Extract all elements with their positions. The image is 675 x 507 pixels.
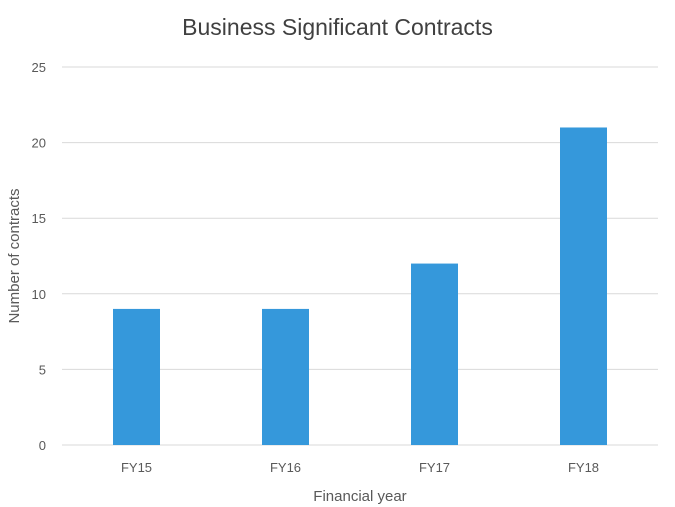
x-tick-label: FY17 [419,460,450,475]
y-axis-tick-labels: 0 5 10 15 20 25 [32,60,46,453]
chart-title: Business Significant Contracts [182,14,493,40]
y-tick-label: 15 [32,211,46,226]
x-axis-title: Financial year [313,488,406,505]
x-tick-label: FY18 [568,460,599,475]
y-tick-label: 25 [32,60,46,75]
bar-fy16 [262,308,309,445]
x-tick-label: FY15 [121,460,152,475]
bars [113,127,607,445]
bar-fy15 [113,308,160,445]
x-tick-label: FY16 [270,460,301,475]
y-tick-label: 0 [39,438,46,453]
y-tick-label: 10 [32,287,46,302]
bar-fy18 [560,127,607,445]
x-axis-tick-labels: FY15 FY16 FY17 FY18 [121,460,599,475]
gridlines [62,66,658,446]
y-axis-title: Number of contracts [6,188,23,323]
bar-fy17 [411,263,458,445]
y-tick-label: 20 [32,136,46,151]
y-tick-label: 5 [39,362,46,377]
